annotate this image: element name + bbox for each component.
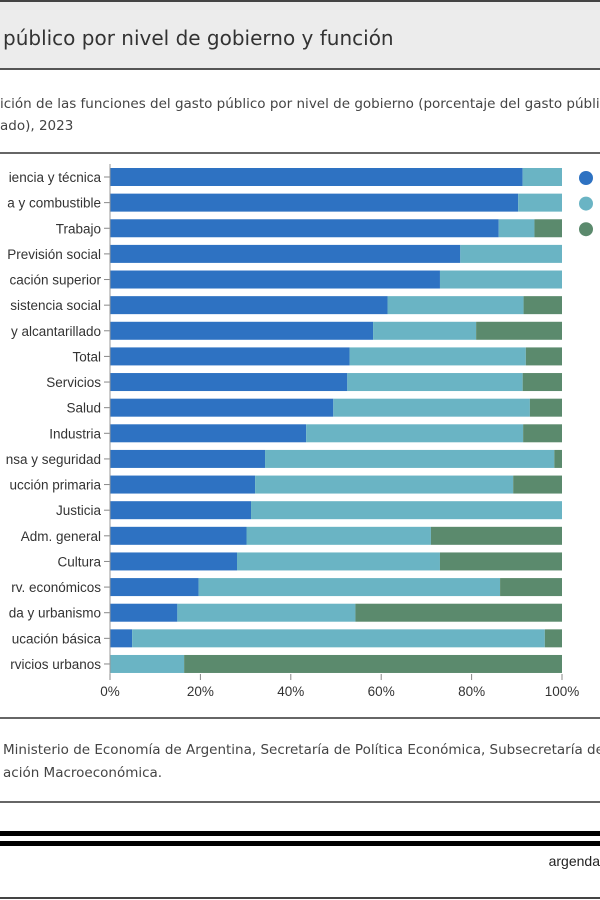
category-label: Adm. general [21, 529, 101, 544]
category-label: rv. económicos [11, 580, 101, 595]
bar-segment-series2 [460, 244, 562, 263]
bar-segment-series2 [498, 219, 535, 238]
subtitle-line: ición de las funciones del gasto público… [0, 96, 600, 112]
bar-segment-series1 [110, 270, 440, 289]
bar-segment-series2 [518, 193, 562, 212]
x-tick-label: 80% [458, 684, 485, 699]
bar-segment-series2 [237, 552, 440, 571]
x-tick-label: 100% [545, 684, 580, 699]
category-label: Previsión social [7, 247, 101, 262]
category-label: ucción primaria [9, 478, 101, 493]
bar-segment-series1 [110, 603, 178, 622]
bar-segment-series1 [110, 168, 523, 186]
bar-segment-series1 [110, 449, 266, 468]
divider [0, 717, 600, 719]
category-label: ucación básica [12, 631, 102, 646]
divider [0, 801, 600, 803]
bar-segment-series3 [523, 296, 562, 315]
bar-segment-series1 [110, 219, 499, 238]
bar-segment-series3 [534, 219, 562, 238]
bar-segment-series2 [333, 398, 530, 417]
bar-segment-series2 [132, 629, 545, 648]
bar-segment-series3 [529, 398, 562, 417]
bar-segment-series2 [347, 373, 523, 392]
bar-segment-series2 [439, 270, 562, 289]
bar-segment-series1 [110, 244, 461, 263]
bar-segment-series2 [522, 168, 562, 186]
bar-segment-series2 [349, 347, 526, 366]
bar-segment-series1 [110, 373, 348, 392]
category-label: sistencia social [10, 298, 101, 313]
bar-segment-series2 [110, 654, 185, 673]
bar-segment-series2 [246, 526, 431, 545]
source-line: Ministerio de Economía de Argentina, Sec… [3, 742, 600, 758]
divider [0, 152, 600, 154]
bar-segment-series2 [177, 603, 356, 622]
category-label: Cultura [57, 554, 101, 569]
category-label: iencia y técnica [9, 170, 102, 185]
bar-segment-series2 [306, 424, 524, 443]
thick-divider [0, 831, 600, 836]
category-label: da y urbanismo [9, 606, 101, 621]
bar-segment-series3 [184, 654, 563, 673]
bar-segment-series3 [430, 526, 562, 545]
bar-segment-series1 [110, 321, 374, 340]
bar-segment-series1 [110, 296, 388, 315]
bar-segment-series1 [110, 193, 519, 212]
bar-segment-series1 [110, 629, 133, 648]
bar-segment-series2 [198, 578, 501, 597]
legend-marker-series3 [579, 222, 593, 237]
legend-marker-series1 [579, 171, 593, 185]
category-label: Trabajo [56, 221, 101, 236]
bar-segment-series1 [110, 526, 247, 545]
category-label: Justicia [56, 503, 102, 518]
category-label: a y combustible [7, 196, 101, 211]
category-label: Salud [66, 401, 101, 416]
bar-segment-series3 [523, 424, 562, 443]
bar-segment-series3 [554, 449, 562, 468]
subtitle-line: ado), 2023 [0, 118, 74, 134]
chart-subtitle: ición de las funciones del gasto público… [0, 93, 600, 137]
bar-segment-series3 [476, 321, 562, 340]
bar-segment-series2 [387, 296, 524, 315]
bar-segment-series3 [355, 603, 562, 622]
divider [0, 897, 600, 899]
category-label: cación superior [9, 273, 101, 288]
bar-segment-series1 [110, 347, 350, 366]
x-tick-label: 20% [187, 684, 214, 699]
category-label: Industria [49, 426, 101, 441]
category-label: rvicios urbanos [10, 657, 101, 672]
thick-divider [0, 841, 600, 846]
bar-segment-series3 [500, 578, 562, 597]
chart-title: público por nivel de gobierno y función [3, 26, 394, 50]
bar-segment-series3 [522, 373, 562, 392]
x-tick-label: 60% [368, 684, 395, 699]
source-line: ación Macroeconómica. [3, 765, 163, 781]
bar-segment-series3 [544, 629, 562, 648]
bar-segment-series1 [110, 578, 199, 597]
legend-marker-series2 [579, 196, 593, 211]
bar-segment-series1 [110, 552, 238, 571]
stacked-bar-chart: iencia y técnica a y combustible Trabajo Pr… [6, 164, 593, 699]
x-tick-label: 0% [100, 684, 120, 699]
category-label: y alcantarillado [11, 324, 101, 339]
bar-segment-series1 [110, 424, 307, 443]
bar-segment-series1 [110, 501, 252, 520]
bar-segment-series1 [110, 398, 334, 417]
bar-segment-series3 [525, 347, 562, 366]
x-tick-label: 40% [277, 684, 304, 699]
bar-segment-series2 [255, 475, 514, 494]
bar-segment-series2 [373, 321, 477, 340]
brand-text: argenda [548, 853, 600, 869]
bar-segment-series3 [439, 552, 562, 571]
category-label: nsa y seguridad [6, 452, 101, 467]
bar-segment-series3 [513, 475, 562, 494]
category-label: Total [72, 349, 101, 364]
source-note: Ministerio de Economía de Argentina, Sec… [3, 739, 600, 785]
bar-segment-series2 [251, 501, 563, 520]
bar-segment-series1 [110, 475, 256, 494]
category-label: Servicios [46, 375, 101, 390]
chart-header: público por nivel de gobierno y función [0, 0, 600, 70]
bar-segment-series2 [265, 449, 555, 468]
